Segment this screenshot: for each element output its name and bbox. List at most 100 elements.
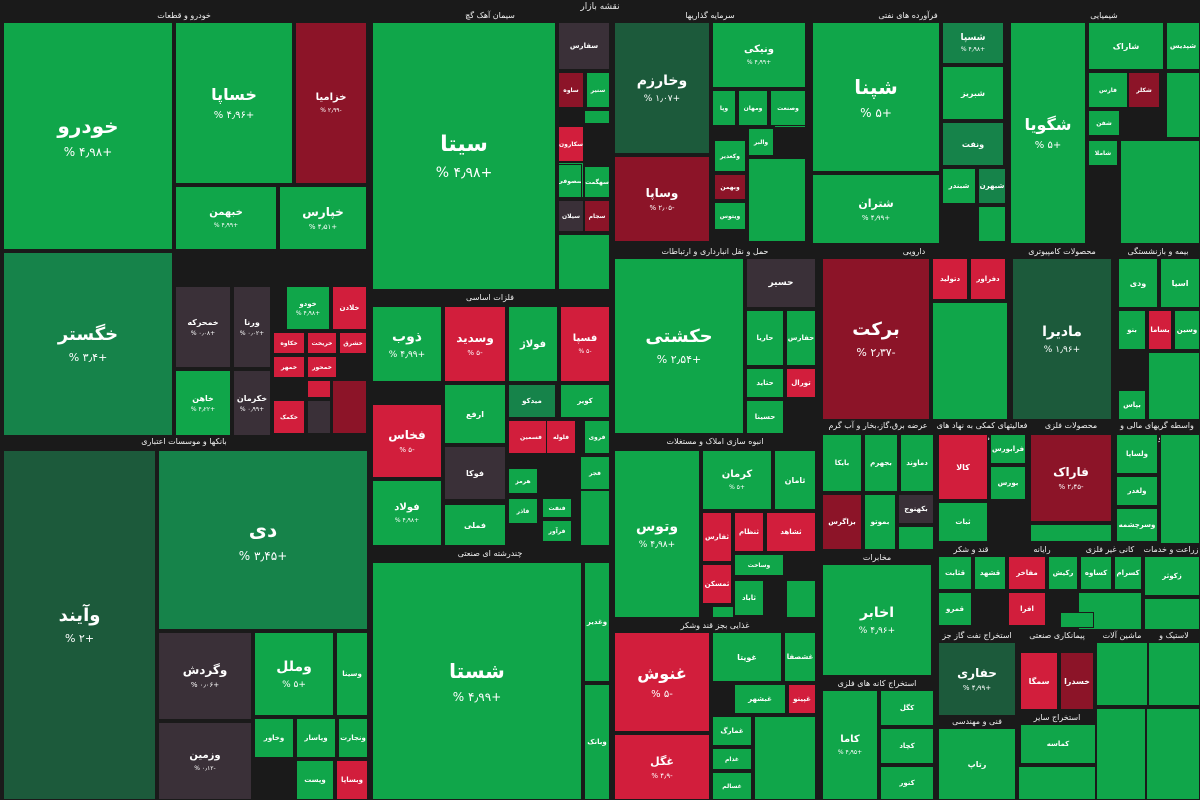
stock-tile[interactable]: فولاد +۴٫۹۸ % xyxy=(372,480,442,546)
stock-tile[interactable]: شگویا +۵ % xyxy=(1010,22,1086,244)
stock-tile[interactable]: مفاخر xyxy=(1008,556,1046,590)
stock-tile[interactable]: غدام xyxy=(712,748,752,770)
stock-tile[interactable]: ونفت xyxy=(942,122,1004,166)
treemap-cell[interactable] xyxy=(1030,524,1112,542)
stock-tile[interactable]: فنفت xyxy=(542,498,572,518)
stock-tile[interactable]: شاملا xyxy=(1088,140,1118,166)
stock-tile[interactable]: سهگمت xyxy=(584,166,610,198)
treemap-cell[interactable] xyxy=(1160,434,1200,544)
stock-tile[interactable]: خکرمان +۰٫۹۹ % xyxy=(233,370,271,436)
stock-tile[interactable]: فجر xyxy=(580,456,610,490)
stock-tile[interactable]: قمرو xyxy=(938,592,972,626)
stock-tile[interactable]: وخاور xyxy=(254,718,294,758)
treemap-cell[interactable] xyxy=(1144,598,1200,630)
stock-tile[interactable]: رتاپ xyxy=(938,728,1016,800)
stock-tile[interactable]: کسرام xyxy=(1114,556,1142,590)
stock-tile[interactable]: والبر xyxy=(748,128,774,156)
stock-tile[interactable]: سصوفی xyxy=(558,164,582,198)
stock-tile[interactable]: میدکو xyxy=(508,384,556,418)
stock-tile[interactable]: ولغدر xyxy=(1116,476,1158,506)
stock-tile[interactable]: کچاد xyxy=(880,728,934,764)
stock-tile[interactable]: شستا +۴٫۹۹ % xyxy=(372,562,582,800)
stock-tile[interactable]: شبهرن xyxy=(978,168,1006,204)
stock-tile[interactable]: فملی xyxy=(444,504,506,546)
treemap-cell[interactable] xyxy=(786,580,816,618)
stock-tile[interactable]: حفاری +۴٫۹۹ % xyxy=(938,642,1016,716)
stock-tile[interactable]: خپارس +۴٫۵۱ % xyxy=(279,186,367,250)
treemap-cell[interactable] xyxy=(978,206,1006,242)
stock-tile[interactable]: ولساپا xyxy=(1116,434,1158,474)
treemap-cell[interactable] xyxy=(1120,140,1200,244)
stock-tile[interactable]: دماوند xyxy=(900,434,934,492)
stock-tile[interactable]: زکوثر xyxy=(1144,556,1200,596)
stock-tile[interactable]: بورس xyxy=(990,466,1026,500)
stock-tile[interactable]: وپا xyxy=(712,90,736,126)
stock-tile[interactable]: سیلان xyxy=(558,200,584,232)
stock-tile[interactable]: خگستر +۳٫۴ % xyxy=(3,252,173,436)
stock-tile[interactable]: خمحور xyxy=(307,356,337,378)
stock-tile[interactable]: وغدیر xyxy=(584,562,610,682)
stock-tile[interactable]: کویر xyxy=(560,384,610,418)
stock-tile[interactable]: ثبات xyxy=(938,502,988,542)
stock-tile[interactable]: خودو +۴٫۹۸ % xyxy=(286,286,330,330)
stock-tile[interactable]: وآیند +۲ % xyxy=(3,450,156,800)
stock-tile[interactable]: بنو xyxy=(1118,310,1146,350)
stock-tile[interactable]: بزاگرس xyxy=(822,494,862,550)
stock-tile[interactable]: سمگا xyxy=(1020,652,1058,710)
stock-tile[interactable]: وساپا -۲٫۰۵ % xyxy=(614,156,710,242)
stock-tile[interactable]: هرمز xyxy=(508,468,538,494)
stock-tile[interactable]: خمهر xyxy=(273,356,305,378)
stock-tile[interactable]: ودی xyxy=(1118,258,1158,308)
stock-tile[interactable]: کماسه xyxy=(1020,724,1096,764)
stock-tile[interactable]: وسدید -۵ % xyxy=(444,306,506,382)
stock-tile[interactable]: خسدرا xyxy=(1060,652,1094,710)
stock-tile[interactable]: ثنظام xyxy=(734,512,764,552)
treemap-cell[interactable] xyxy=(558,234,610,290)
stock-tile[interactable]: فسپا -۵ % xyxy=(560,306,610,382)
stock-tile[interactable]: فاراک -۲٫۴۵ % xyxy=(1030,434,1112,522)
stock-tile[interactable]: دتولید xyxy=(932,258,968,300)
stock-tile[interactable]: وصنعت xyxy=(770,90,806,126)
stock-tile[interactable]: کساوه xyxy=(1080,556,1112,590)
stock-tile[interactable]: ثفارس xyxy=(702,512,732,562)
treemap-cell[interactable] xyxy=(754,716,816,800)
stock-tile[interactable]: وگردش +۰٫۰۶ % xyxy=(158,632,252,720)
stock-tile[interactable]: وسینا xyxy=(336,632,368,716)
stock-tile[interactable]: سفارس xyxy=(558,22,610,70)
stock-tile[interactable]: شکلر xyxy=(1128,72,1160,108)
stock-tile[interactable]: قثابت xyxy=(938,556,972,590)
stock-tile[interactable]: خریخت xyxy=(307,332,337,354)
treemap-cell[interactable] xyxy=(1148,642,1200,706)
stock-tile[interactable]: غنوش -۵ % xyxy=(614,632,710,732)
stock-tile[interactable]: خکاوه xyxy=(273,332,305,354)
stock-tile[interactable]: وساخت xyxy=(734,554,784,576)
stock-tile[interactable]: وپاسار xyxy=(296,718,336,758)
stock-tile[interactable]: حسیر xyxy=(746,258,816,308)
stock-tile[interactable]: وسرچشمه xyxy=(1116,508,1158,542)
stock-tile[interactable]: خودرو +۴٫۹۸ % xyxy=(3,22,173,250)
stock-tile[interactable]: وبساپا xyxy=(336,760,368,800)
treemap-cell[interactable] xyxy=(1018,766,1096,800)
stock-tile[interactable]: ویتوس xyxy=(714,202,746,230)
stock-tile[interactable]: بجهرم xyxy=(864,434,898,492)
stock-tile[interactable]: غبشهر xyxy=(734,684,786,714)
stock-tile[interactable]: وکغدیر xyxy=(714,140,746,172)
stock-tile[interactable]: فروی xyxy=(584,420,610,454)
stock-tile[interactable]: برکت -۲٫۳۷ % xyxy=(822,258,930,420)
stock-tile[interactable]: دفراور xyxy=(970,258,1006,300)
stock-tile[interactable]: وخارزم +۱٫۰۷ % xyxy=(614,22,710,154)
stock-tile[interactable]: تورال xyxy=(786,368,816,398)
stock-tile[interactable]: حسینا xyxy=(746,400,784,434)
treemap-cell[interactable] xyxy=(1096,708,1146,800)
stock-tile[interactable]: شسپا +۴٫۹۸ % xyxy=(942,22,1004,64)
stock-tile[interactable]: کالا xyxy=(938,434,988,500)
stock-tile[interactable]: ثمسکن xyxy=(702,564,732,604)
treemap-cell[interactable] xyxy=(1166,72,1200,138)
stock-tile[interactable]: شاراک xyxy=(1088,22,1164,70)
stock-tile[interactable]: شبندر xyxy=(942,168,976,204)
treemap-cell[interactable] xyxy=(307,400,331,434)
stock-tile[interactable]: وپست xyxy=(296,760,334,800)
stock-tile[interactable]: اسیا xyxy=(1160,258,1200,308)
stock-tile[interactable]: شتران +۴٫۹۹ % xyxy=(812,174,940,244)
stock-tile[interactable]: حتاید xyxy=(746,368,784,398)
